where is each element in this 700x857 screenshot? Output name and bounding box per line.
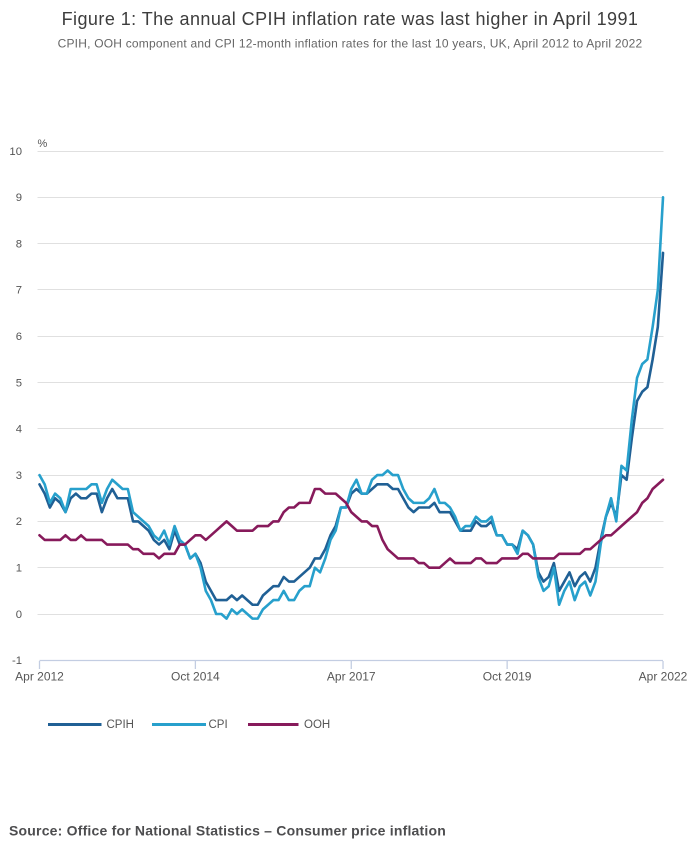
svg-text:8: 8 bbox=[16, 238, 22, 250]
svg-text:1: 1 bbox=[16, 563, 22, 575]
svg-text:2: 2 bbox=[16, 516, 22, 528]
svg-text:Figure 1: The annual CPIH infl: Figure 1: The annual CPIH inflation rate… bbox=[62, 9, 639, 29]
svg-text:%: % bbox=[38, 138, 48, 150]
svg-text:7: 7 bbox=[16, 285, 22, 297]
svg-text:CPIH, OOH component and CPI 12: CPIH, OOH component and CPI 12-month inf… bbox=[58, 37, 643, 51]
svg-text:9: 9 bbox=[16, 192, 22, 204]
svg-text:0: 0 bbox=[16, 609, 22, 621]
svg-text:-1: -1 bbox=[12, 655, 22, 667]
svg-text:CPI: CPI bbox=[209, 719, 228, 731]
svg-text:5: 5 bbox=[16, 377, 22, 389]
svg-text:Source: Office for National St: Source: Office for National Statistics –… bbox=[9, 823, 446, 839]
svg-text:10: 10 bbox=[9, 146, 22, 158]
svg-text:Oct 2019: Oct 2019 bbox=[483, 670, 532, 684]
svg-text:Apr 2022: Apr 2022 bbox=[639, 670, 688, 684]
svg-text:6: 6 bbox=[16, 331, 22, 343]
svg-text:CPIH: CPIH bbox=[107, 719, 134, 731]
svg-text:OOH: OOH bbox=[304, 719, 330, 731]
svg-text:Apr 2017: Apr 2017 bbox=[327, 670, 376, 684]
svg-text:3: 3 bbox=[16, 470, 22, 482]
svg-text:4: 4 bbox=[16, 424, 22, 436]
svg-text:Apr 2012: Apr 2012 bbox=[15, 670, 64, 684]
svg-text:Oct 2014: Oct 2014 bbox=[171, 670, 220, 684]
